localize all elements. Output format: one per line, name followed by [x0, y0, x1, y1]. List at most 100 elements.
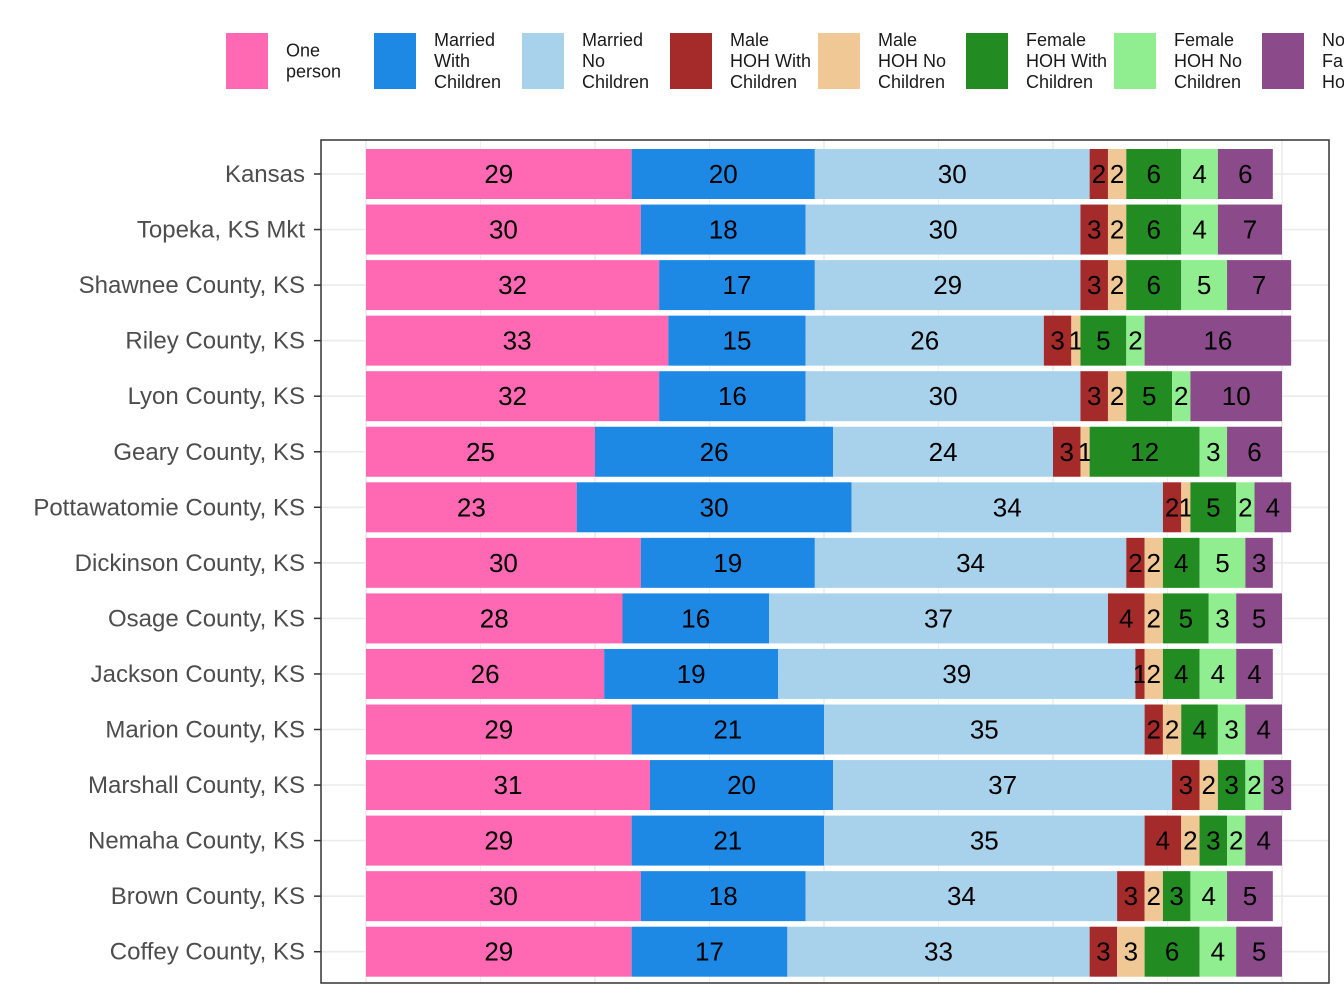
data-label: 6: [1238, 159, 1252, 189]
bar-segment: [1126, 537, 1145, 588]
data-label: 30: [938, 159, 967, 189]
bar-segment: [1089, 426, 1200, 477]
bar-segment: [366, 426, 595, 477]
bar-segment: [1117, 871, 1145, 922]
data-label: 15: [723, 326, 752, 356]
bars: 29 20 30 2 2 6 4 630 18 30 3 2 6 4 732 17 29 3 2 6 5 733 15 26 3…: [366, 149, 1292, 977]
data-label: 2: [1229, 826, 1243, 856]
data-label: 4: [1256, 826, 1270, 856]
data-label: 19: [713, 548, 742, 578]
data-label: 2: [1147, 659, 1161, 689]
data-label: 19: [677, 659, 706, 689]
bar-segment: [1181, 704, 1218, 755]
data-label: 2: [1128, 326, 1142, 356]
data-label: 3: [1096, 937, 1110, 967]
data-label: 29: [484, 715, 513, 745]
bar-segment: [1227, 815, 1246, 866]
data-label: 30: [929, 215, 958, 245]
data-label: 28: [480, 603, 509, 633]
bar-segment: [1144, 593, 1163, 644]
data-label: 5: [1096, 326, 1110, 356]
data-label: 29: [484, 159, 513, 189]
legend-label: Male HOH No Children: [878, 30, 946, 92]
legend-item: NonFamilyHouseholds: [1262, 30, 1344, 92]
bar-segment: [769, 593, 1108, 644]
bar-segment: [631, 815, 824, 866]
legend-item: Male HOH With Children: [670, 30, 811, 92]
bar-segment: [366, 704, 632, 755]
bar-segment: [1089, 926, 1118, 977]
data-label: 37: [988, 770, 1017, 800]
data-label: 17: [723, 270, 752, 300]
bar-segment: [631, 149, 815, 199]
data-label: 6: [1247, 437, 1261, 467]
bar-segment: [659, 260, 815, 311]
bar-row: 23 30 34 2 1 5 2 4: [366, 482, 1292, 533]
bar-segment: [1080, 204, 1108, 255]
bar-segment: [1107, 593, 1145, 644]
data-label: 3: [1270, 770, 1284, 800]
bar-segment: [805, 871, 1118, 922]
legend: One person Married With Children Married No Chi…: [226, 30, 1344, 92]
data-label: 4: [1247, 659, 1261, 689]
data-label: 4: [1119, 603, 1133, 633]
data-label: 2: [1110, 381, 1124, 411]
data-label: 30: [489, 215, 518, 245]
bar-segment: [366, 315, 669, 366]
data-label: 2: [1201, 770, 1215, 800]
bar-segment: [1190, 871, 1228, 922]
bar-segment: [1144, 315, 1292, 366]
legend-label: Female HOH No Children: [1174, 30, 1242, 92]
data-label: 33: [924, 937, 953, 967]
bar-segment: [824, 815, 1145, 866]
bar-segment: [1190, 482, 1237, 533]
data-label: 2: [1247, 770, 1261, 800]
legend-key: [1262, 33, 1304, 89]
bar-row: 30 18 30 3 2 6 4 7: [366, 204, 1282, 255]
bar-segment: [1080, 371, 1108, 422]
bar-segment: [833, 426, 1053, 477]
data-label: 2: [1110, 215, 1124, 245]
bar-row: 30 18 34 3 2 3 4 5: [366, 871, 1273, 922]
bar-segment: [1144, 871, 1163, 922]
bar-row: 32 17 29 3 2 6 5 7: [366, 260, 1292, 311]
bar-segment: [576, 482, 852, 533]
legend-key: [818, 33, 860, 89]
legend-key: [522, 33, 564, 89]
data-label: 35: [970, 715, 999, 745]
bar-segment: [814, 537, 1127, 588]
data-label: 5: [1179, 603, 1193, 633]
data-label: 26: [910, 326, 939, 356]
bar-segment: [1162, 537, 1200, 588]
bar-segment: [1236, 926, 1282, 977]
data-label: 2: [1183, 826, 1197, 856]
bar-segment: [1080, 315, 1127, 366]
bar-segment: [1217, 760, 1246, 811]
data-label: 7: [1252, 270, 1266, 300]
bar-row: 29 21 35 2 2 4 3 4: [366, 704, 1282, 755]
data-label: 26: [700, 437, 729, 467]
bar-segment: [1126, 315, 1145, 366]
bar-segment: [631, 704, 824, 755]
y-tick-label: Jackson County, KS: [91, 661, 305, 688]
data-label: 2: [1165, 715, 1179, 745]
data-label: 5: [1215, 548, 1229, 578]
data-label: 18: [709, 881, 738, 911]
data-label: 35: [970, 826, 999, 856]
bar-segment: [787, 926, 1090, 977]
bar-row: 29 17 33 3 3 6 4 5: [366, 926, 1282, 977]
legend-label: NonFamilyHouseholds: [1322, 30, 1344, 92]
bar-segment: [1172, 760, 1200, 811]
data-label: 6: [1165, 937, 1179, 967]
data-label: 2: [1110, 270, 1124, 300]
legend-item: One person: [226, 33, 341, 89]
data-label: 10: [1222, 381, 1251, 411]
data-label: 5: [1243, 881, 1257, 911]
y-tick-label: Marshall County, KS: [88, 772, 305, 799]
legend-item: Male HOH No Children: [818, 30, 946, 92]
data-label: 4: [1174, 548, 1188, 578]
bar-segment: [1199, 648, 1237, 699]
y-tick-label: Marion County, KS: [105, 717, 305, 744]
data-label: 37: [924, 603, 953, 633]
y-axis: Kansas Topeka, KS Mkt Shawnee County, KS Ri…: [33, 161, 321, 966]
